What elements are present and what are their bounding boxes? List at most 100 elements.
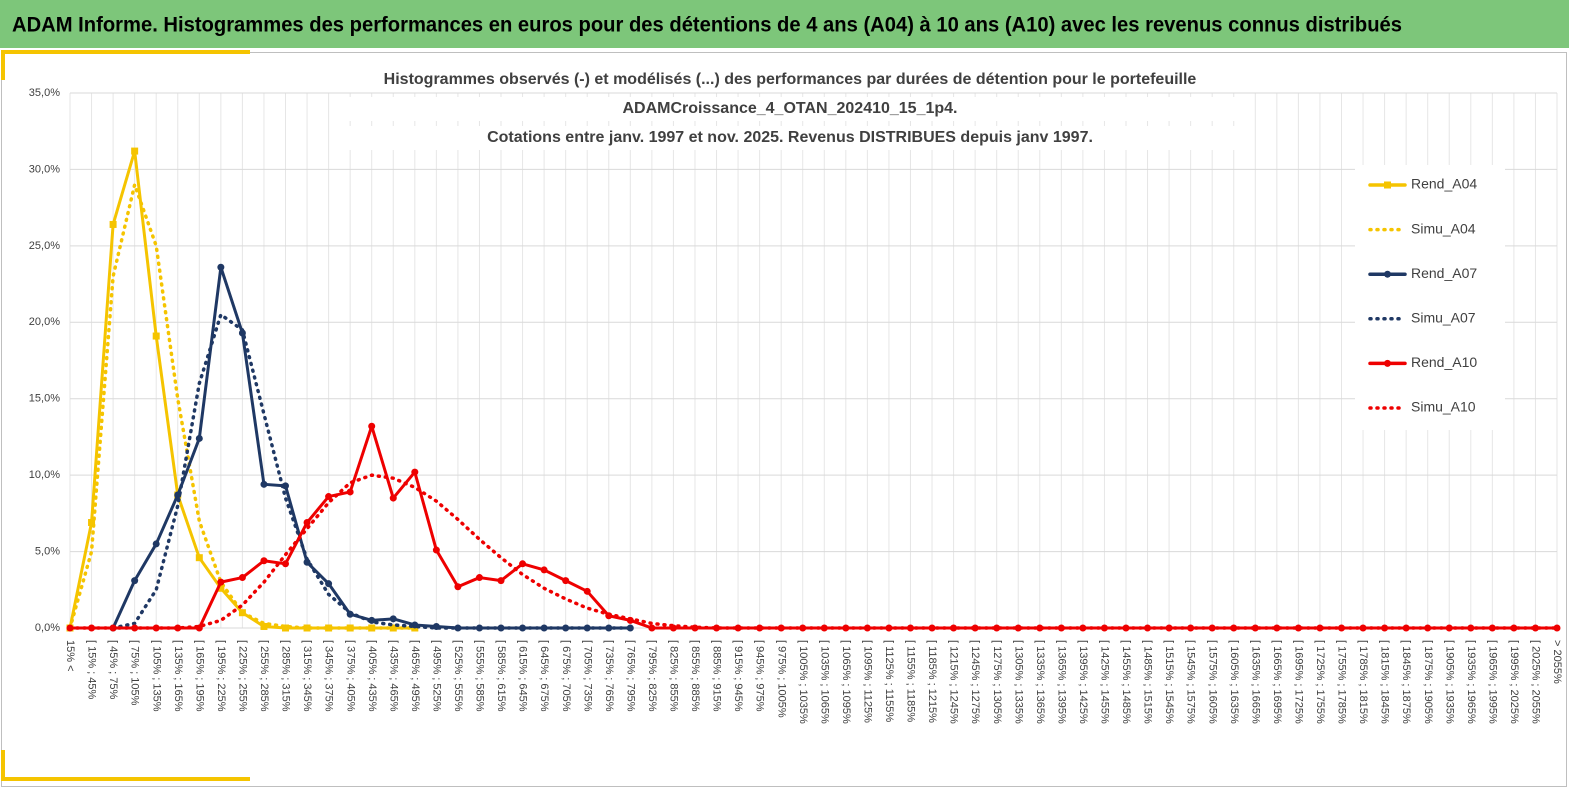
x-tick-label: [ 345% ; 375% [323, 640, 335, 712]
marker [1273, 624, 1281, 632]
x-tick-label: [ 1005% ; 1035% [797, 640, 809, 724]
marker [325, 493, 333, 501]
marker [1553, 624, 1561, 632]
x-tick-label: [ 1845% ; 1875% [1400, 640, 1412, 724]
y-tick-label: 15,0% [29, 393, 60, 405]
marker [195, 554, 203, 562]
marker [109, 220, 117, 228]
x-tick-label: [ 1875% ; 1905% [1422, 640, 1434, 724]
marker [325, 580, 333, 588]
x-tick-label: [ 1575% ; 1605% [1206, 640, 1218, 724]
x-tick-label: [ 225% ; 255% [236, 640, 248, 712]
legend-marker [1384, 181, 1391, 189]
x-tick-label: [ 975% ; 1005% [775, 640, 787, 718]
x-tick-label: [ 1065% ; 1095% [840, 640, 852, 724]
x-tick-label: [ 165% ; 195% [193, 640, 205, 712]
x-tick-label: [ 135% ; 165% [172, 640, 184, 712]
x-tick-label: [ 1485% ; 1515% [1142, 640, 1154, 724]
x-tick-label: [ 795% ; 825% [646, 640, 658, 712]
x-tick-label: [ 1185% ; 1215% [926, 640, 938, 723]
x-tick-label: [ 1995% ; 2025% [1508, 640, 1520, 724]
marker [1251, 624, 1259, 632]
x-tick-label: [ 885% ; 915% [711, 640, 723, 712]
marker [325, 624, 333, 632]
y-tick-label: 25,0% [29, 240, 60, 252]
x-tick-label: [ 465% ; 495% [409, 640, 421, 712]
marker [346, 624, 354, 632]
marker [195, 434, 203, 442]
marker [1230, 624, 1238, 632]
marker [217, 263, 225, 271]
marker [648, 624, 656, 632]
y-tick-label: 20,0% [29, 316, 60, 328]
marker [217, 584, 225, 592]
marker [540, 566, 548, 574]
x-tick-label: [ 1395% ; 1425% [1077, 640, 1089, 724]
title-bg [335, 126, 1245, 150]
x-tick-label: 15% < [64, 640, 76, 672]
marker [260, 622, 268, 630]
chart-title: Histogrammes observés (-) et modélisés (… [384, 71, 1197, 88]
x-tick-label: [ 645% ; 675% [538, 640, 550, 712]
x-tick-label: [ 675% ; 705% [560, 640, 572, 712]
marker [303, 519, 311, 527]
chart-title: Cotations entre janv. 1997 et nov. 2025.… [487, 129, 1093, 146]
marker [303, 624, 311, 632]
legend-label: Rend_A07 [1411, 265, 1477, 281]
x-tick-label: [ 1275% ; 1305% [991, 640, 1003, 724]
marker [174, 624, 182, 632]
x-tick-label: [ 1245% ; 1275% [969, 640, 981, 724]
marker [238, 574, 246, 582]
x-tick-label: [ 495% ; 525% [430, 640, 442, 712]
x-tick-label: [ 1935% ; 1965% [1465, 640, 1477, 724]
x-tick-label: [ 1965% ; 1995% [1486, 640, 1498, 724]
title-bg [335, 97, 1245, 121]
x-tick-label: [ 1665% ; 1695% [1271, 640, 1283, 724]
header-title: ADAM Informe. Histogrammes des performan… [12, 14, 1402, 37]
marker [389, 615, 397, 623]
x-tick-label: [ 255% ; 285% [258, 640, 270, 712]
legend-label: Rend_A10 [1411, 354, 1477, 370]
marker [282, 560, 290, 568]
marker [562, 577, 570, 585]
header-bar [0, 0, 1569, 48]
x-tick-label: [ 705% ; 735% [581, 640, 593, 712]
x-tick-label: [ 1545% ; 1575% [1185, 640, 1197, 724]
x-tick-label: > 2055% [1551, 640, 1563, 684]
marker [389, 494, 397, 502]
x-tick-label: [ 2025% ; 2055% [1530, 640, 1542, 724]
x-tick-label: [ 1365% ; 1395% [1055, 640, 1067, 724]
marker [497, 577, 505, 585]
marker [260, 557, 268, 565]
legend-marker [1384, 359, 1391, 367]
x-tick-label: [ 285% ; 315% [280, 640, 292, 712]
marker [368, 422, 376, 430]
x-tick-label: [ 1515% ; 1545% [1163, 640, 1175, 724]
marker [713, 624, 721, 632]
x-tick-label: [ 405% ; 435% [366, 640, 378, 712]
legend-bg [1355, 165, 1505, 430]
x-tick-label: [ 195% ; 225% [215, 640, 227, 712]
x-tick-label: [ 945% ; 975% [754, 640, 766, 712]
x-tick-label: [ 615% ; 645% [517, 640, 529, 712]
marker [1014, 624, 1022, 632]
x-tick-label: [ 525% ; 555% [452, 640, 464, 712]
x-tick-label: [ 1635% ; 1665% [1249, 640, 1261, 724]
x-tick-label: [ 1095% ; 1125% [861, 640, 873, 723]
marker [734, 624, 742, 632]
x-tick-label: [ 1725% ; 1755% [1314, 640, 1326, 724]
x-tick-label: [ 1425% ; 1455% [1099, 640, 1111, 724]
x-tick-label: [ 1695% ; 1725% [1292, 640, 1304, 724]
marker [1510, 624, 1518, 632]
marker [519, 560, 527, 568]
series-line [111, 312, 633, 630]
x-tick-label: [ 1335% ; 1365% [1034, 640, 1046, 724]
series-line [68, 473, 1559, 630]
y-tick-label: 5,0% [35, 545, 60, 557]
x-tick-label: [ 315% ; 345% [301, 640, 313, 712]
x-tick-label: [ 1755% ; 1785% [1336, 640, 1348, 724]
y-tick-label: 10,0% [29, 469, 60, 481]
x-tick-label: [ 1815% ; 1845% [1379, 640, 1391, 724]
marker [152, 332, 160, 340]
x-tick-label: [ 855% ; 885% [689, 640, 701, 712]
